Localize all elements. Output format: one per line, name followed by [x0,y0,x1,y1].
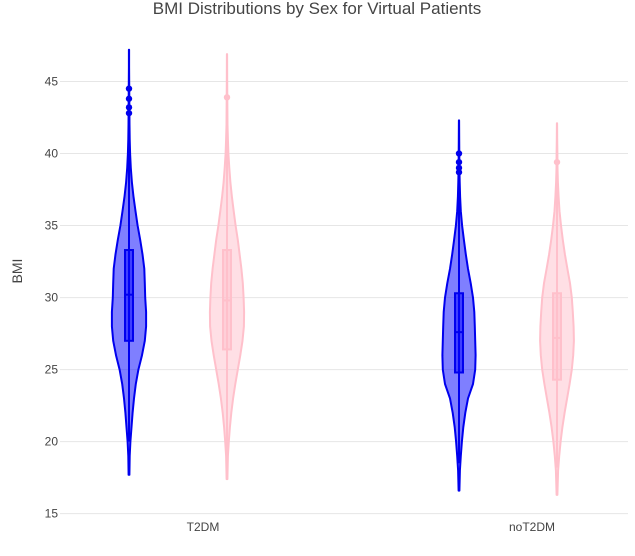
outlier-point [553,158,561,166]
violin-noT2DM-pink [539,122,575,496]
y-tick-label: 30 [45,291,59,305]
x-tick-label: noT2DM [509,520,555,534]
violin-T2DM-blue [110,48,148,476]
outlier-point [455,150,463,157]
gridlines [60,80,628,515]
chart-title: BMI Distributions by Sex for Virtual Pat… [153,0,482,18]
y-tick-labels: 15 20 25 30 35 40 45 [45,74,59,520]
violin-layer [110,48,575,496]
y-tick-label: 15 [45,507,59,521]
outlier-point [455,158,463,166]
outlier-point [125,85,133,92]
x-tick-labels: T2DM noT2DM [187,520,555,534]
y-axis-label: BMI [9,259,25,284]
violin-T2DM-pink [208,53,246,481]
outlier-point [125,95,133,102]
outlier-point [223,94,231,101]
y-tick-label: 40 [45,146,59,160]
y-tick-label: 45 [45,74,59,88]
violin-box [552,292,562,381]
x-tick-label: T2DM [187,520,220,534]
y-tick-label: 25 [45,363,59,377]
outlier-point [125,104,133,111]
violin-noT2DM-blue [441,119,477,492]
y-tick-label: 20 [45,435,59,449]
y-tick-label: 35 [45,219,59,233]
outlier-point [455,164,463,172]
outlier-point [125,109,133,117]
